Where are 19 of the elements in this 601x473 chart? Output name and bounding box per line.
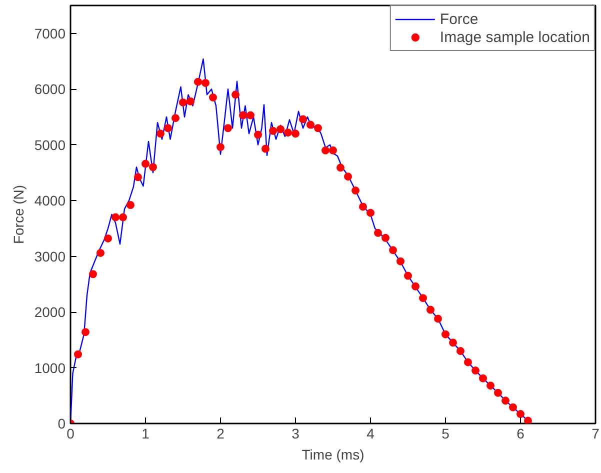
x-tick-label: 4 <box>366 426 375 442</box>
y-tick-label: 4000 <box>34 192 66 209</box>
y-tick-label: 7000 <box>34 25 66 42</box>
x-tick-label: 6 <box>516 426 525 442</box>
x-axis-title: Time (ms) <box>302 446 364 462</box>
x-tick-label: 2 <box>216 426 225 442</box>
y-tick-label: 3000 <box>34 248 66 264</box>
x-tick-label: 7 <box>592 426 600 442</box>
x-tick-label: 1 <box>142 426 150 442</box>
y-tick-label: 1000 <box>34 360 66 376</box>
legend-label: Force <box>440 10 478 28</box>
x-tick-label: 5 <box>442 426 450 442</box>
y-axis-title: Force (N) <box>10 184 26 244</box>
y-tick-label: 5000 <box>34 136 66 153</box>
x-tick-label: 3 <box>292 426 300 442</box>
y-tick-label: 2000 <box>34 304 66 320</box>
y-tick-label: 6000 <box>34 81 66 98</box>
legend-label: Image sample location <box>440 28 590 46</box>
y-tick-label: 0 <box>58 416 66 432</box>
